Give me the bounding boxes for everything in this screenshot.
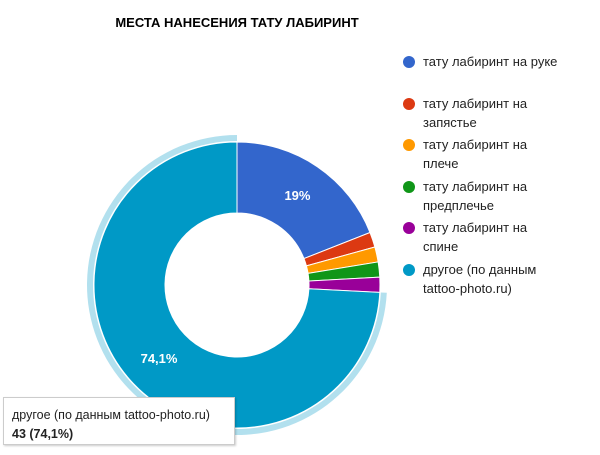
legend-swatch — [403, 180, 415, 193]
legend-item[interactable]: тату лабиринт на плече — [403, 135, 563, 177]
legend-swatch — [403, 222, 415, 234]
legend-swatch — [403, 56, 415, 68]
legend: тату лабиринт на руке тату лабиринт на за… — [403, 52, 563, 301]
legend-item[interactable]: тату лабиринт на запястье — [403, 94, 563, 136]
legend-label: тату лабиринт на плече — [423, 137, 528, 171]
legend-swatch — [403, 139, 415, 151]
legend-item[interactable]: тату лабиринт на предплечье — [403, 177, 563, 219]
legend-item[interactable]: тату лабиринт на спине — [403, 218, 563, 260]
legend-label: тату лабиринт на запястье — [423, 95, 528, 130]
legend-item[interactable]: другое (по данным tattoo-photo.ru) — [403, 260, 563, 302]
value-label: 19% — [284, 188, 310, 203]
tooltip-title: другое (по данным tattoo-photo.ru) — [12, 408, 210, 422]
legend-label: тату лабиринт на руке — [423, 54, 558, 69]
tooltip: другое (по данным tattoo-photo.ru) 43 (7… — [3, 397, 235, 445]
chart-title: МЕСТА НАНЕСЕНИЯ ТАТУ ЛАБИРИНТ — [115, 15, 358, 30]
legend-label: тату лабиринт на спине — [423, 220, 528, 254]
legend-swatch — [403, 263, 415, 276]
legend-label: другое (по данным tattoo-photo.ru) — [423, 261, 537, 296]
slice — [236, 141, 371, 260]
legend-label: тату лабиринт на предплечье — [423, 178, 528, 213]
legend-item[interactable]: тату лабиринт на руке — [403, 52, 563, 94]
value-label: 74,1% — [141, 351, 178, 366]
tooltip-value: 43 (74,1%) — [12, 427, 74, 441]
legend-swatch — [403, 97, 415, 110]
slice — [93, 141, 381, 429]
